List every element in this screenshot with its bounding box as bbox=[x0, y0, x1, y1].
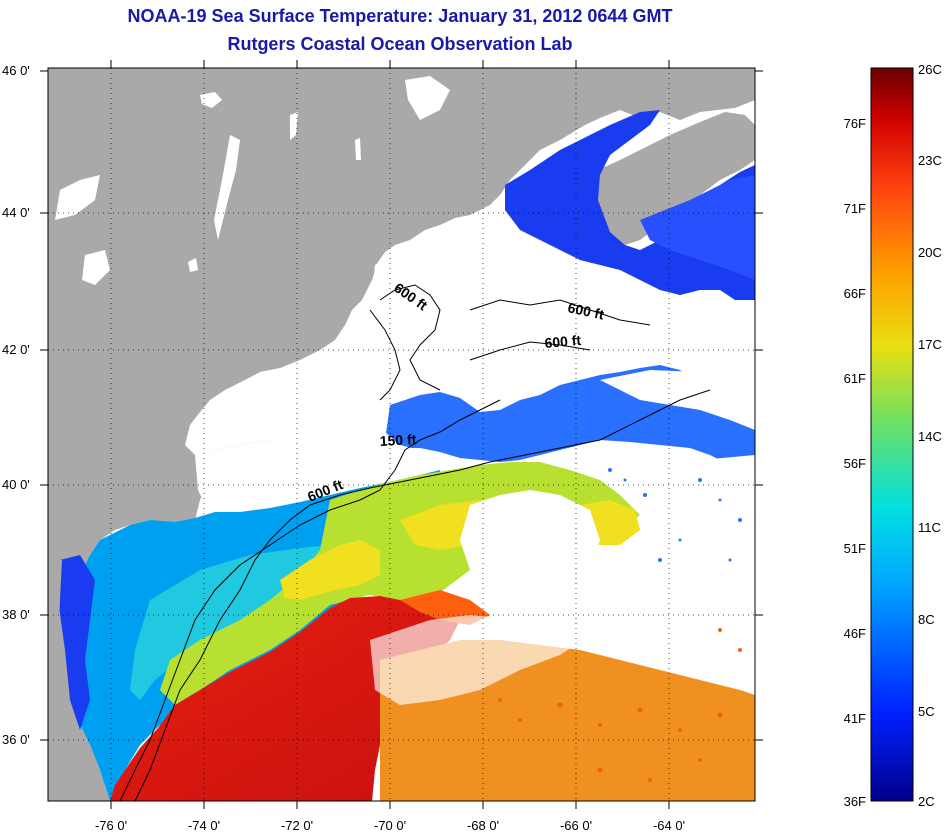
lon-label: -66 0' bbox=[560, 818, 592, 833]
colorbar-c-label: 26C bbox=[918, 62, 942, 77]
lat-label: 44 0' bbox=[2, 205, 30, 220]
colorbar-f-label: 46F bbox=[844, 626, 866, 641]
colorbar-c-label: 2C bbox=[918, 794, 935, 809]
colorbar-c-label: 17C bbox=[918, 337, 942, 352]
contour-label: 600 ft bbox=[544, 332, 582, 351]
lon-label: -68 0' bbox=[467, 818, 499, 833]
colorbar-c-label: 14C bbox=[918, 429, 942, 444]
colorbar-f-label: 36F bbox=[844, 794, 866, 809]
lon-label: -64 0' bbox=[653, 818, 685, 833]
land-nova-scotia bbox=[596, 112, 755, 245]
colorbar-f-label: 76F bbox=[844, 116, 866, 131]
contour-600ft-shelf-break bbox=[134, 389, 711, 801]
land-mass bbox=[48, 68, 755, 801]
colorbar-f-label: 66F bbox=[844, 286, 866, 301]
colorbar-f-label: 61F bbox=[844, 371, 866, 386]
cloud-mid-atlantic-shelf bbox=[195, 430, 455, 512]
lat-label: 42 0' bbox=[2, 342, 30, 357]
colorbar-f-label: 56F bbox=[844, 456, 866, 471]
colorbar-f-label: 71F bbox=[844, 201, 866, 216]
colorbar-c-label: 20C bbox=[918, 245, 942, 260]
colorbar bbox=[870, 67, 914, 802]
map-title: NOAA-19 Sea Surface Temperature: January… bbox=[127, 6, 673, 26]
contour-600ft-gulf-of-maine bbox=[379, 284, 441, 391]
contour-label: 150 ft bbox=[379, 431, 417, 449]
map-subtitle: Rutgers Coastal Ocean Observation Lab bbox=[227, 34, 573, 54]
colorbar-f-label: 51F bbox=[844, 541, 866, 556]
colorbar-c-label: 23C bbox=[918, 153, 942, 168]
colorbar-c-label: 11C bbox=[918, 520, 941, 535]
contour-label: 600 ft bbox=[566, 299, 605, 322]
lon-label: -72 0' bbox=[281, 818, 313, 833]
colorbar-f-label: 41F bbox=[844, 711, 866, 726]
colorbar-c-label: 5C bbox=[918, 704, 935, 719]
lat-label: 46 0' bbox=[2, 63, 30, 78]
lat-label: 38 0' bbox=[2, 607, 30, 622]
lat-label: 40 0' bbox=[2, 477, 30, 492]
lon-label: -70 0' bbox=[374, 818, 406, 833]
cloud-offshore bbox=[460, 490, 600, 600]
colorbar-c-label: 8C bbox=[918, 612, 935, 627]
contour-150ft bbox=[119, 399, 501, 801]
lat-label: 36 0' bbox=[2, 732, 30, 747]
cloud-gulf-of-maine bbox=[370, 215, 650, 412]
lon-label: -76 0' bbox=[95, 818, 127, 833]
lon-label: -74 0' bbox=[188, 818, 220, 833]
